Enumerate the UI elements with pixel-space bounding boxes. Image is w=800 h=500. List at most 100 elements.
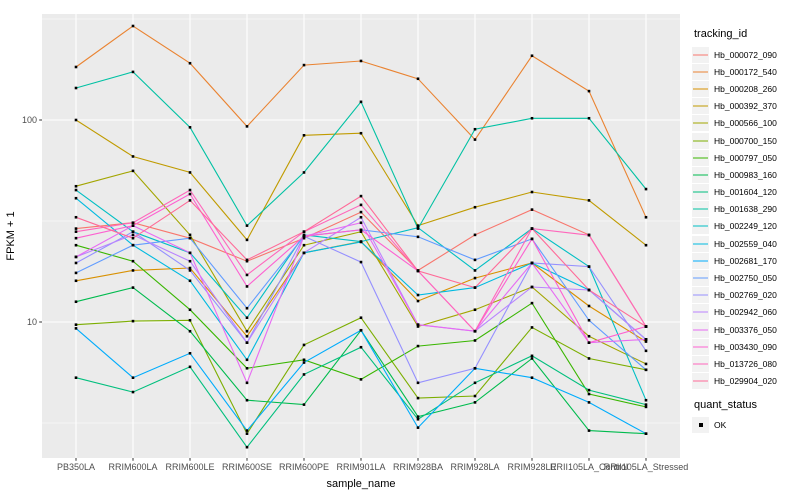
data-point	[530, 357, 534, 360]
data-point	[131, 24, 135, 28]
data-point	[74, 323, 78, 326]
data-point	[416, 323, 420, 326]
legend-entry-label: Hb_000797_050	[714, 152, 777, 163]
line-swatch-icon	[693, 174, 708, 176]
legend-key	[692, 115, 709, 132]
data-point	[587, 429, 591, 432]
data-point	[359, 194, 363, 198]
data-point	[473, 339, 477, 342]
y-axis-title: FPKM + 1	[5, 211, 17, 260]
data-point	[530, 208, 534, 211]
data-point	[416, 415, 420, 418]
data-point	[245, 381, 249, 385]
legend-entry: Hb_001638_290	[692, 201, 798, 218]
data-point	[131, 376, 135, 379]
data-point	[359, 215, 363, 219]
data-point	[359, 345, 363, 349]
data-point	[245, 334, 249, 338]
line-swatch-icon	[693, 105, 708, 107]
data-point	[188, 233, 192, 237]
legend-entry-label: Hb_002559_040	[714, 238, 777, 249]
line-swatch-icon	[693, 140, 708, 142]
legend-key	[692, 46, 709, 63]
data-point	[131, 236, 135, 240]
data-point	[473, 381, 477, 385]
data-point	[245, 259, 249, 263]
line-swatch-icon	[693, 294, 708, 296]
legend-entry-label: Hb_002769_020	[714, 290, 777, 301]
data-point	[245, 329, 249, 333]
data-point	[473, 329, 477, 333]
data-point	[302, 63, 306, 67]
legend-entry: Hb_000392_370	[692, 98, 798, 115]
legend-entry-label: Hb_000172_540	[714, 66, 777, 77]
data-point	[644, 340, 648, 343]
data-point	[530, 54, 534, 58]
legend-key	[692, 338, 709, 355]
data-point	[473, 269, 477, 272]
legend-entry: Hb_000797_050	[692, 149, 798, 166]
x-tick-label: RRIM600LE	[165, 462, 214, 472]
data-point	[359, 240, 363, 244]
data-point	[188, 279, 192, 283]
data-point	[644, 325, 648, 328]
legend-entry: Hb_003376_050	[692, 321, 798, 338]
data-point	[131, 319, 135, 323]
legend-entry: Hb_029904_020	[692, 373, 798, 390]
y-tick-label: 100	[22, 115, 37, 125]
legend-entry-label: Hb_002249_120	[714, 221, 777, 232]
line-swatch-icon	[693, 157, 708, 159]
legend-key	[692, 149, 709, 166]
legend-key	[692, 63, 709, 80]
data-point	[131, 243, 135, 247]
data-point	[131, 70, 135, 74]
data-point	[245, 238, 249, 242]
data-point	[245, 398, 249, 402]
data-point	[530, 376, 534, 379]
line-swatch-icon	[693, 277, 708, 279]
data-point	[74, 271, 78, 275]
legend-key	[692, 321, 709, 338]
x-tick-label: RRIM928BA	[393, 462, 443, 472]
data-point	[416, 381, 420, 385]
data-point	[473, 138, 477, 141]
legend-entries: Hb_000072_090 Hb_000172_540 Hb_000208_260 H…	[692, 46, 798, 390]
x-tick-label: RRIM901LA	[336, 462, 385, 472]
data-point	[473, 276, 477, 280]
x-tick-label: RRII105LA_Control	[550, 462, 628, 472]
line-swatch-icon	[693, 191, 708, 193]
data-point	[359, 203, 363, 207]
data-point	[131, 269, 135, 272]
data-point	[644, 403, 648, 406]
data-point	[587, 233, 591, 237]
data-point	[359, 131, 363, 135]
legend-entry: Hb_000983_160	[692, 166, 798, 183]
legend-entry: Hb_000072_090	[692, 46, 798, 63]
x-tick-label: RRIM600PE	[279, 462, 329, 472]
x-tick-label: RRIM600SE	[222, 462, 272, 472]
data-point	[302, 230, 306, 233]
data-point	[302, 233, 306, 237]
data-point	[644, 398, 648, 402]
legend-key	[692, 270, 709, 287]
line-swatch-icon	[693, 88, 708, 90]
data-point	[245, 306, 249, 310]
data-point	[74, 279, 78, 283]
data-point	[188, 251, 192, 255]
legend-key	[692, 201, 709, 218]
data-point	[188, 318, 192, 322]
data-point	[416, 77, 420, 81]
line-swatch-icon	[693, 71, 708, 73]
legend-entry-label: Hb_000072_090	[714, 49, 777, 60]
data-point	[188, 192, 192, 196]
data-point	[188, 61, 192, 65]
data-point	[188, 329, 192, 333]
data-point	[587, 288, 591, 292]
x-tick-label: RRIM600LA	[108, 462, 157, 472]
data-point	[530, 116, 534, 120]
data-point	[530, 190, 534, 194]
data-point	[587, 265, 591, 268]
data-point	[644, 349, 648, 353]
data-point	[416, 396, 420, 400]
data-point	[74, 243, 78, 247]
